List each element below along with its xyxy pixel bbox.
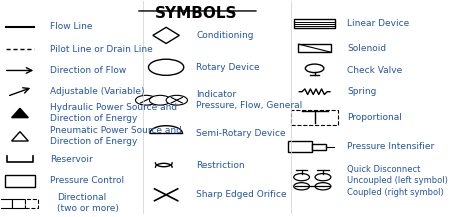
Text: Pressure Control: Pressure Control <box>50 176 124 186</box>
Text: Flow Line: Flow Line <box>50 22 92 31</box>
Bar <box>5 175 35 187</box>
Circle shape <box>166 95 187 105</box>
Text: Rotary Device: Rotary Device <box>196 63 260 72</box>
Circle shape <box>136 95 157 105</box>
Bar <box>292 110 338 125</box>
Circle shape <box>315 183 331 190</box>
Polygon shape <box>153 27 179 43</box>
Text: SYMBOLS: SYMBOLS <box>155 6 237 21</box>
Bar <box>294 19 335 28</box>
Text: Direction of Flow: Direction of Flow <box>50 66 127 75</box>
Text: Quick Disconnect
Uncoupled (left symbol)
Coupled (right symbol): Quick Disconnect Uncoupled (left symbol)… <box>347 165 448 197</box>
Text: Solenoid: Solenoid <box>347 44 386 53</box>
Circle shape <box>305 64 324 72</box>
Circle shape <box>148 59 184 75</box>
Bar <box>298 44 331 52</box>
Bar <box>12 199 25 208</box>
Text: Pneumatic Power Source and
Direction of Energy: Pneumatic Power Source and Direction of … <box>50 126 182 146</box>
Text: Check Valve: Check Valve <box>347 66 402 75</box>
Polygon shape <box>11 108 28 118</box>
Circle shape <box>315 174 331 181</box>
Text: Adjustable (Variable): Adjustable (Variable) <box>50 87 145 96</box>
Text: Linear Device: Linear Device <box>347 19 410 28</box>
Text: Hydraulic Power Source and
Direction of Energy: Hydraulic Power Source and Direction of … <box>50 103 177 123</box>
Text: Proportional: Proportional <box>347 113 402 122</box>
Bar <box>312 144 326 150</box>
Text: Conditioning: Conditioning <box>196 31 254 40</box>
Circle shape <box>294 174 310 181</box>
Text: Pressure Intensifier: Pressure Intensifier <box>347 143 434 151</box>
Text: Sharp Edged Orifice: Sharp Edged Orifice <box>196 190 287 199</box>
Text: Reservoir: Reservoir <box>50 155 93 164</box>
Text: Indicator
Pressure, Flow, General: Indicator Pressure, Flow, General <box>196 90 302 110</box>
Bar <box>0 199 12 208</box>
Text: Pilot Line or Drain Line: Pilot Line or Drain Line <box>50 45 153 54</box>
Bar <box>288 141 312 153</box>
Circle shape <box>294 183 310 190</box>
Text: Spring: Spring <box>347 87 376 96</box>
Polygon shape <box>11 132 28 141</box>
Text: Semi-Rotary Device: Semi-Rotary Device <box>196 129 286 138</box>
Bar <box>25 199 38 208</box>
Text: Directional
(two or more): Directional (two or more) <box>57 193 119 213</box>
Circle shape <box>149 95 171 105</box>
Text: Restriction: Restriction <box>196 161 245 169</box>
